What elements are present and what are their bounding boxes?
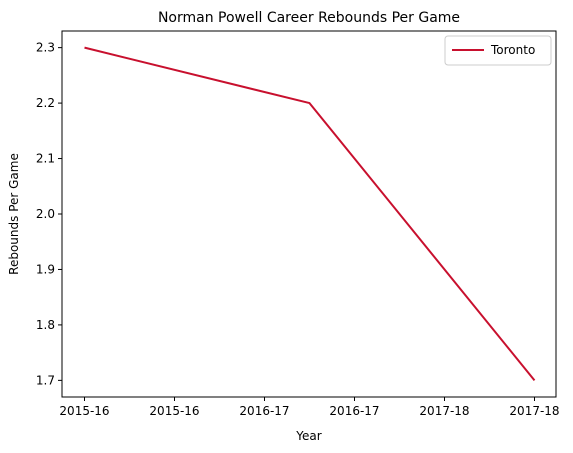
plot-frame [61, 30, 557, 398]
x-axis-label: Year [295, 429, 321, 443]
y-axis-label: Rebounds Per Game [7, 153, 21, 275]
legend-label-toronto: Toronto [490, 43, 535, 57]
y-tick-label: 2.1 [36, 152, 55, 166]
chart-title: Norman Powell Career Rebounds Per Game [158, 10, 460, 26]
x-tick-label: 2016-17 [239, 404, 289, 418]
x-axis-ticks: 2015-16 2015-16 2016-17 2016-17 2017-18 2017-… [59, 397, 560, 418]
y-tick-label: 1.9 [36, 262, 55, 276]
y-axis-ticks: 1.7 1.8 1.9 2.0 2.1 2.2 2.3 [36, 41, 62, 387]
x-tick-label: 2015-16 [149, 404, 199, 418]
x-tick-label: 2016-17 [329, 404, 379, 418]
x-tick-label: 2017-18 [509, 404, 559, 418]
y-tick-label: 1.8 [36, 318, 55, 332]
series-line-toronto [84, 46, 536, 381]
legend-box [444, 35, 552, 66]
y-tick-label: 2.2 [36, 96, 55, 110]
x-tick-label: 2017-18 [419, 404, 469, 418]
x-tick-label: 2015-16 [59, 404, 109, 418]
legend: Toronto [444, 35, 552, 66]
y-tick-label: 2.0 [36, 207, 55, 221]
y-tick-label: 2.3 [36, 41, 55, 55]
y-tick-label: 1.7 [36, 373, 55, 387]
